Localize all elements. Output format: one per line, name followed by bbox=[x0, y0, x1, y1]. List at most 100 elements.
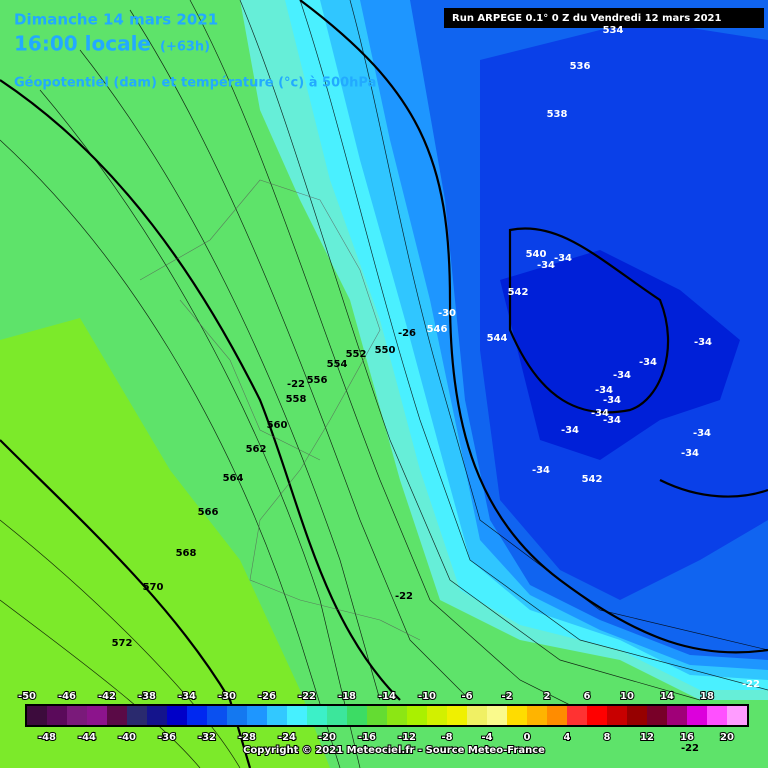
legend-label: -8 bbox=[441, 732, 452, 743]
legend-swatch bbox=[287, 706, 307, 725]
legend-label: -36 bbox=[158, 732, 176, 743]
contour-label: 566 bbox=[198, 507, 219, 518]
contour-label: 550 bbox=[375, 345, 396, 356]
contour-label: -34 bbox=[603, 415, 621, 426]
legend-swatch bbox=[307, 706, 327, 725]
legend-label: 18 bbox=[700, 691, 714, 702]
legend-swatch bbox=[227, 706, 247, 725]
lead-label: (+63h) bbox=[160, 40, 210, 55]
legend-swatch bbox=[27, 706, 47, 725]
legend-swatch bbox=[167, 706, 187, 725]
contour-label: -34 bbox=[561, 425, 579, 436]
legend-label: -32 bbox=[198, 732, 216, 743]
contour-label: -34 bbox=[603, 395, 621, 406]
legend-label: -4 bbox=[481, 732, 492, 743]
contour-label: -34 bbox=[639, 357, 657, 368]
legend-swatch bbox=[87, 706, 107, 725]
legend-label: 6 bbox=[584, 691, 591, 702]
legend-label: 16 bbox=[680, 732, 694, 743]
legend-swatch bbox=[267, 706, 287, 725]
legend-swatch bbox=[507, 706, 527, 725]
contour-label: 538 bbox=[547, 109, 568, 120]
legend-swatch bbox=[187, 706, 207, 725]
legend-label: 20 bbox=[720, 732, 734, 743]
contour-label: -34 bbox=[693, 428, 711, 439]
contour-label: 540 bbox=[526, 249, 547, 260]
contour-label: -34 bbox=[681, 448, 699, 459]
field-area bbox=[0, 318, 330, 768]
contour-label: -34 bbox=[591, 408, 609, 419]
legend-swatch bbox=[147, 706, 167, 725]
legend-label: -40 bbox=[118, 732, 136, 743]
contour-label: 562 bbox=[246, 444, 267, 455]
legend-swatch bbox=[667, 706, 687, 725]
legend-label: 4 bbox=[564, 732, 571, 743]
contour-label: -34 bbox=[554, 253, 572, 264]
legend-swatch bbox=[387, 706, 407, 725]
contour-label: -34 bbox=[613, 370, 631, 381]
legend-swatch bbox=[107, 706, 127, 725]
contour-label: 558 bbox=[286, 394, 307, 405]
legend-label: -20 bbox=[318, 732, 336, 743]
contour-label: -34 bbox=[532, 465, 550, 476]
legend-label: -24 bbox=[278, 732, 296, 743]
legend-swatch bbox=[127, 706, 147, 725]
contour-label: -26 bbox=[398, 328, 416, 339]
contour-label: 536 bbox=[570, 61, 591, 72]
contour-label: 552 bbox=[346, 349, 367, 360]
legend-swatch bbox=[587, 706, 607, 725]
legend-swatch bbox=[347, 706, 367, 725]
legend-label: -14 bbox=[378, 691, 396, 702]
legend-label: -50 bbox=[18, 691, 36, 702]
legend-label: -2 bbox=[501, 691, 512, 702]
legend-label: 12 bbox=[640, 732, 654, 743]
legend-swatch bbox=[707, 706, 727, 725]
legend-label: -6 bbox=[461, 691, 472, 702]
contour-label: 554 bbox=[327, 359, 348, 370]
legend-label: -16 bbox=[358, 732, 376, 743]
legend-label: -46 bbox=[58, 691, 76, 702]
contour-label: -22 bbox=[681, 743, 699, 754]
contour-label: 546 bbox=[427, 324, 448, 335]
legend-label: 0 bbox=[524, 732, 531, 743]
legend-swatch bbox=[627, 706, 647, 725]
legend-label: -38 bbox=[138, 691, 156, 702]
legend-label: -30 bbox=[218, 691, 236, 702]
copyright: Copyright © 2021 Meteociel.fr - Source M… bbox=[243, 745, 545, 756]
legend-label: -48 bbox=[38, 732, 56, 743]
legend-swatch bbox=[647, 706, 667, 725]
contour-label: 564 bbox=[223, 473, 244, 484]
legend: -50 -46 -42 -38 -34 -30 -26 -22 -18 -14 -10 -6 -2 2 6 1… bbox=[17, 690, 749, 744]
legend-label: -42 bbox=[98, 691, 116, 702]
run-banner bbox=[444, 8, 764, 28]
legend-swatch bbox=[467, 706, 487, 725]
legend-swatch bbox=[687, 706, 707, 725]
contour-label: 544 bbox=[487, 333, 508, 344]
legend-label: 8 bbox=[604, 732, 611, 743]
legend-label: 10 bbox=[620, 691, 634, 702]
legend-label: -28 bbox=[238, 732, 256, 743]
contour-label: -22 bbox=[742, 679, 760, 690]
legend-swatch bbox=[367, 706, 387, 725]
legend-swatch bbox=[427, 706, 447, 725]
borders bbox=[139, 179, 421, 641]
legend-swatch bbox=[547, 706, 567, 725]
date-label: Dimanche 14 mars 2021 bbox=[14, 11, 218, 29]
legend-label: -12 bbox=[398, 732, 416, 743]
contour-label: 568 bbox=[176, 548, 197, 559]
contour-label: 556 bbox=[307, 375, 328, 386]
contour-label: 534 bbox=[603, 25, 624, 36]
contour-label: 542 bbox=[508, 287, 529, 298]
legend-swatch bbox=[247, 706, 267, 725]
contour-label: -34 bbox=[595, 385, 613, 396]
contour-label: 560 bbox=[267, 420, 288, 431]
legend-swatch bbox=[567, 706, 587, 725]
contour-label: -22 bbox=[287, 379, 305, 390]
legend-label: -26 bbox=[258, 691, 276, 702]
legend-label: -34 bbox=[178, 691, 196, 702]
contour-label: -30 bbox=[438, 308, 456, 319]
contour-label: 542 bbox=[582, 474, 603, 485]
time-label: 16:00 locale bbox=[14, 32, 151, 56]
